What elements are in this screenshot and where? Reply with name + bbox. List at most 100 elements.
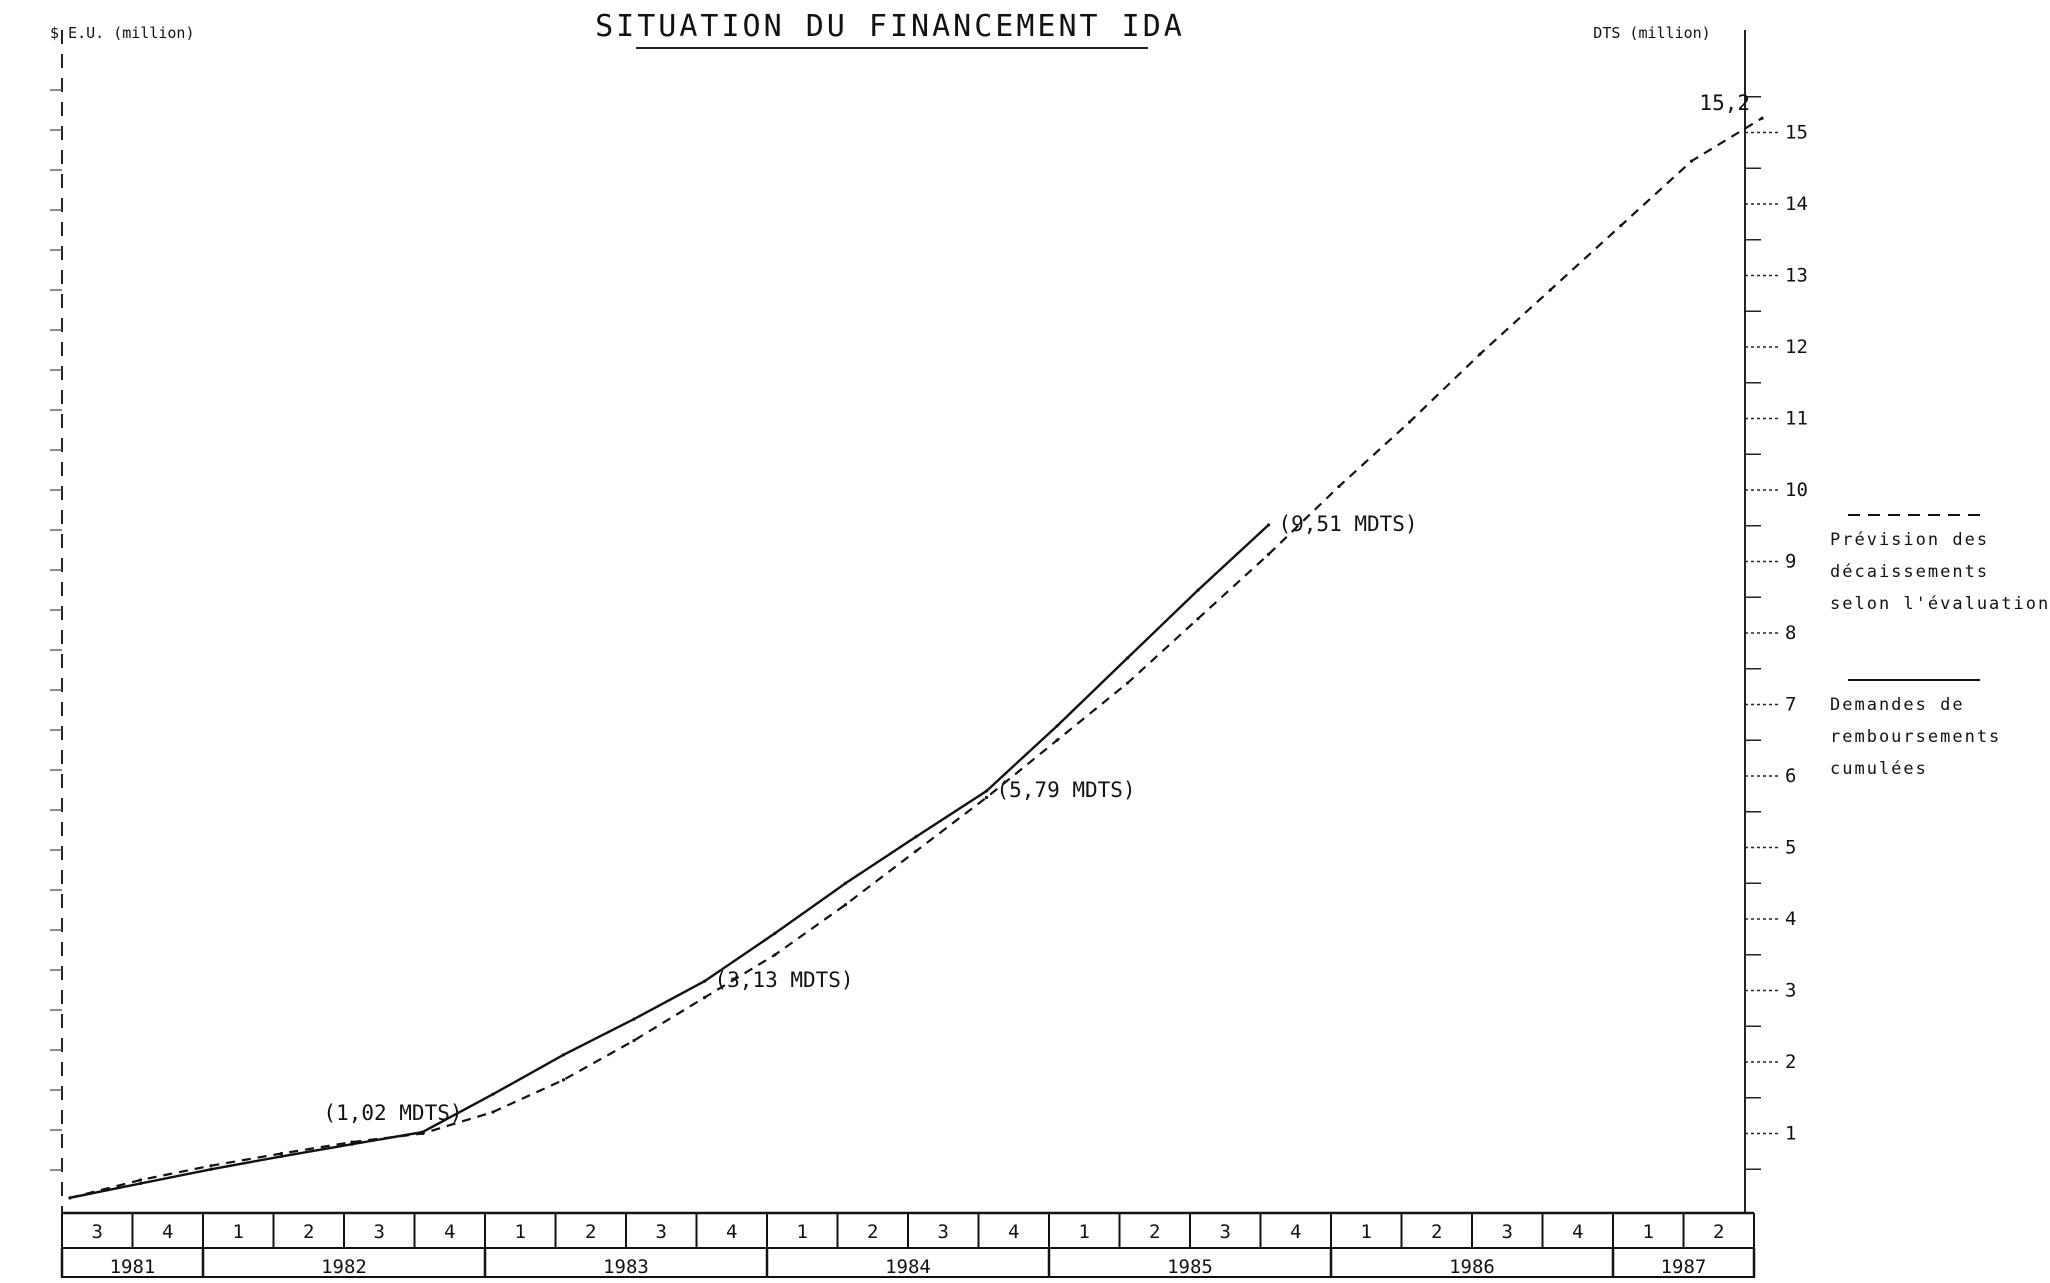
forecast-point <box>843 903 848 907</box>
year-label: 1984 <box>885 1256 931 1278</box>
data-annotation: (3,13 MDTS) <box>715 968 854 992</box>
right-axis-tick-label: 10 <box>1785 479 1808 501</box>
forecast-point <box>1548 288 1553 292</box>
forecast-point <box>1407 420 1412 424</box>
claims-point <box>632 1017 636 1021</box>
data-annotation: (1,02 MDTS) <box>323 1101 462 1125</box>
right-axis-tick-label: 4 <box>1785 908 1796 930</box>
claims-point <box>914 835 918 839</box>
year-label: 1982 <box>321 1256 367 1278</box>
forecast-point <box>1055 738 1059 742</box>
legend-label: cumulées <box>1830 759 1928 779</box>
right-axis-tick-label: 13 <box>1785 265 1808 287</box>
forecast-point <box>773 953 777 957</box>
right-axis-tick-label: 7 <box>1785 694 1796 716</box>
quarter-label: 3 <box>374 1221 385 1243</box>
legend-label: selon l'évaluation <box>1830 594 2050 614</box>
forecast-disbursements-line <box>69 117 1763 1199</box>
data-annotation: (9,51 MDTS) <box>1279 512 1418 536</box>
forecast-point <box>1478 352 1482 356</box>
quarter-label: 1 <box>1361 1221 1372 1243</box>
claims-point <box>1055 724 1059 728</box>
claims-point <box>1266 523 1271 527</box>
quarter-label: 4 <box>162 1221 173 1243</box>
claims-point <box>561 1053 566 1057</box>
forecast-point <box>984 795 989 800</box>
forecast-point <box>209 1164 213 1168</box>
claims-point <box>1196 588 1200 592</box>
annotations: (1,02 MDTS) (3,13 MDTS) (5,79 MDTS) (9,51 M… <box>323 91 1750 1125</box>
claims-point <box>209 1167 213 1171</box>
right-axis-tick-label: 6 <box>1785 765 1796 787</box>
claims-point <box>350 1142 354 1146</box>
forecast-point <box>632 1038 636 1043</box>
x-axis-table: 3 4 1 2 3 4 1 2 3 4 1 2 3 4 1 2 3 4 1 2 3 4 1 2 1981 1982 1983 1984… <box>60 1211 1756 1278</box>
quarter-label: 2 <box>303 1221 314 1243</box>
claims-point <box>984 789 989 793</box>
year-label: 1981 <box>110 1256 156 1278</box>
claims-point <box>491 1092 495 1096</box>
quarter-label: 1 <box>233 1221 244 1243</box>
claims-point <box>773 931 777 935</box>
quarter-label: 3 <box>938 1221 949 1243</box>
forecast-point <box>1337 484 1341 489</box>
series-lines <box>68 116 1764 1200</box>
year-label: 1986 <box>1449 1256 1495 1278</box>
forecast-point <box>1266 552 1271 556</box>
claims-point <box>420 1130 425 1134</box>
claims-point <box>702 979 707 983</box>
legend: Prévision des décaissements selon l'évalua… <box>1830 514 2050 779</box>
claims-point <box>843 881 848 885</box>
quarter-label: 2 <box>1431 1221 1442 1243</box>
quarter-label: 1 <box>1079 1221 1090 1243</box>
year-label: 1987 <box>1661 1256 1707 1278</box>
legend-label: décaissements <box>1830 562 1989 582</box>
forecast-point <box>702 996 707 1000</box>
forecast-point <box>491 1110 495 1114</box>
right-axis-tick-label: 12 <box>1785 336 1808 358</box>
right-axis-tick-label: 11 <box>1785 408 1808 430</box>
quarter-label: 1 <box>797 1221 808 1243</box>
right-axis-tick-label: 2 <box>1785 1051 1796 1073</box>
cumulative-claims-line <box>69 524 1270 1199</box>
quarter-label: 4 <box>1008 1221 1019 1243</box>
quarter-label: 2 <box>1149 1221 1160 1243</box>
legend-label: remboursements <box>1830 727 2001 747</box>
quarter-label: 3 <box>656 1221 667 1243</box>
quarter-label: 3 <box>1502 1221 1513 1243</box>
quarter-label: 4 <box>726 1221 737 1243</box>
right-axis-tick-label: 14 <box>1785 193 1808 215</box>
data-annotation: (5,79 MDTS) <box>997 778 1136 802</box>
quarter-label: 4 <box>1572 1221 1583 1243</box>
claims-point <box>279 1154 284 1158</box>
year-label: 1985 <box>1167 1256 1213 1278</box>
quarter-label: 2 <box>585 1221 596 1243</box>
quarter-label: 4 <box>1290 1221 1301 1243</box>
forecast-point <box>279 1151 284 1156</box>
year-label: 1983 <box>603 1256 649 1278</box>
legend-label: Demandes de <box>1830 695 1965 715</box>
chart-title: SITUATION DU FINANCEMENT IDA <box>595 9 1185 44</box>
left-unit-label: $ E.U. (million) <box>50 24 195 42</box>
forecast-point <box>138 1178 143 1182</box>
data-annotation: 15,2 <box>1699 91 1750 115</box>
right-axis-tick-label: 1 <box>1785 1123 1796 1145</box>
right-axis-tick-label: 5 <box>1785 837 1796 859</box>
forecast-point <box>561 1078 566 1082</box>
forecast-point <box>1760 116 1764 120</box>
legend-label: Prévision des <box>1830 530 1989 550</box>
quarter-label: 3 <box>1220 1221 1231 1243</box>
quarter-label: 2 <box>1713 1221 1724 1243</box>
claims-point <box>68 1196 72 1200</box>
quarter-label: 1 <box>515 1221 526 1243</box>
quarter-label: 1 <box>1643 1221 1654 1243</box>
forecast-point <box>1689 159 1694 163</box>
quarter-label: 4 <box>444 1221 455 1243</box>
forecast-point <box>1619 223 1623 228</box>
right-axis-tick-label: 8 <box>1785 622 1796 644</box>
right-axis-tick-label: 15 <box>1785 122 1808 144</box>
forecast-point <box>1125 681 1130 685</box>
